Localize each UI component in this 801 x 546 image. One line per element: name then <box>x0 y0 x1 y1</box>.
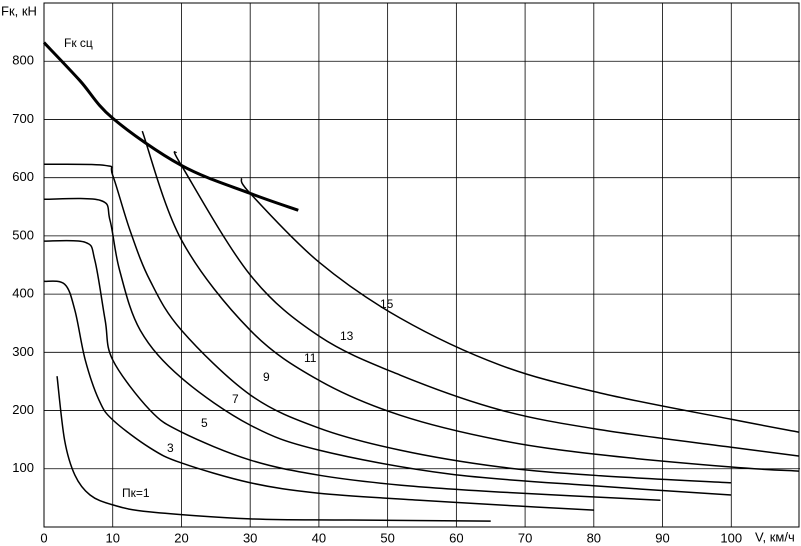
y-tick-label: 500 <box>12 227 34 242</box>
x-axis-title: V, км/ч <box>755 529 795 544</box>
curve-label: 9 <box>263 370 270 384</box>
x-tick-label: 50 <box>380 530 394 545</box>
y-tick-label: 700 <box>12 111 34 126</box>
x-tick-label: 70 <box>518 530 532 545</box>
curve-label: 7 <box>232 392 239 406</box>
curve <box>173 151 799 457</box>
x-tick-label: 100 <box>720 530 742 545</box>
curve-label: 3 <box>167 441 174 455</box>
x-tick-label: 80 <box>587 530 601 545</box>
curve <box>43 163 732 484</box>
curve <box>141 130 799 472</box>
y-tick-label: 100 <box>12 460 34 475</box>
y-tick-label: 400 <box>12 286 34 301</box>
curve-label: Пк=1 <box>122 486 150 500</box>
x-tick-label: 60 <box>449 530 463 545</box>
x-tick-label: 30 <box>243 530 257 545</box>
y-tick-label: 300 <box>12 344 34 359</box>
x-tick-label: 20 <box>174 530 188 545</box>
x-tick-label: 0 <box>40 530 47 545</box>
y-axis-title: Fк, кН <box>1 3 37 18</box>
y-tick-label: 600 <box>12 169 34 184</box>
curve-label: 11 <box>304 351 317 365</box>
curve <box>43 239 661 501</box>
x-tick-label: 10 <box>105 530 119 545</box>
curve <box>43 280 594 511</box>
curve <box>43 197 732 496</box>
plot-frame <box>43 2 800 528</box>
curve <box>56 376 491 522</box>
curve-label: 5 <box>201 416 208 430</box>
curve <box>240 177 799 433</box>
x-tick-label: 40 <box>312 530 326 545</box>
curve-label: 13 <box>340 329 354 343</box>
x-tick-label: 90 <box>655 530 669 545</box>
curve-label: 15 <box>380 297 394 311</box>
curve-label: Fк сц <box>64 36 93 50</box>
curve <box>42 41 299 212</box>
y-tick-label: 800 <box>12 53 34 68</box>
y-tick-label: 200 <box>12 402 34 417</box>
